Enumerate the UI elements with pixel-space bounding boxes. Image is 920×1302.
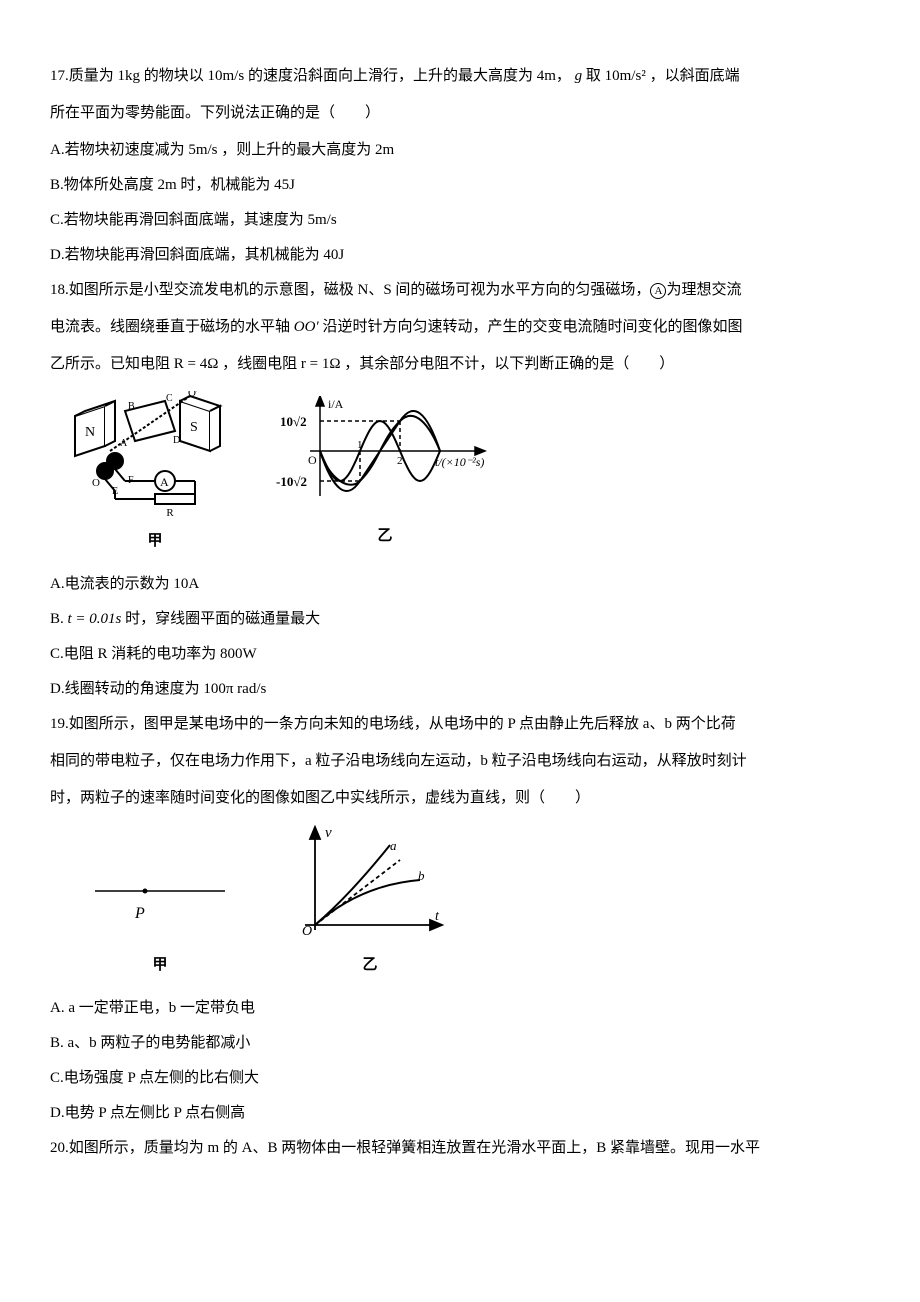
q18-figures: N S B C D A O′ O [70,391,870,558]
svg-text:B: B [128,401,135,412]
q18-axis: OO′ [294,319,319,335]
yaxis-label: i/A [328,397,344,411]
q18-fig2: i/A 10√2 -10√2 O 1 2 t/(×10⁻²s) 乙 [270,396,500,553]
q19-fig2: v t O a b 乙 [290,825,450,982]
svg-text:A: A [160,475,169,489]
q17-stem-line1: 17.质量为 1kg 的物块以 10m/s 的速度沿斜面向上滑行，上升的最大高度… [50,60,870,93]
ytick-top: 10√2 [280,414,307,429]
sine-chart: i/A 10√2 -10√2 O 1 2 t/(×10⁻²s) [270,396,500,516]
q18-text: 电流表。线圈绕垂直于磁场的水平轴 [50,319,290,335]
q18-text: 18.如图所示是小型交流发电机的示意图，磁极 N、S 间的磁场可视为水平方向的匀… [50,282,650,298]
xaxis-label: t [435,909,440,924]
q18-optB: B. t = 0.01s 时，穿线圈平面的磁通量最大 [50,603,870,636]
svg-text:O′: O′ [188,391,198,399]
q17-text: ，以斜面底端 [650,68,740,84]
optA-val: 5m/s [188,142,217,158]
xtick1: 1 [357,439,363,451]
q18-stem-line1: 18.如图所示是小型交流发电机的示意图，磁极 N、S 间的磁场可视为水平方向的匀… [50,274,870,307]
optB-text: B. [50,611,64,627]
svg-text:D: D [173,435,180,446]
origin: O [302,924,312,939]
q18-stem-line3: 乙所示。已知电阻 R = 4Ω ，线圈电阻 r = 1Ω ，其余部分电阻不计，以… [50,348,870,381]
svg-text:O: O [92,477,100,489]
q19-optC: C.电场强度 P 点左侧的比右侧大 [50,1062,870,1095]
optB-t: t = 0.01s [68,611,122,627]
q18-r: r = 1Ω [301,356,341,372]
generator-icon: N S B C D A O′ O [70,391,240,521]
q18-text: 沿逆时针方向匀速转动，产生的交变电流随时间变化的图像如图 [322,319,742,335]
q17-optB: B.物体所处高度 2m 时，机械能为 45J [50,169,870,202]
q20-stem-line1: 20.如图所示，质量均为 m 的 A、B 两物体由一根轻弹簧相连放置在光滑水平面… [50,1132,870,1165]
svg-text:R: R [166,507,174,519]
q19-stem-line1: 19.如图所示，图甲是某电场中的一条方向未知的电场线，从电场中的 P 点由静止先… [50,708,870,741]
q18-text: ，线圈电阻 [222,356,297,372]
optA-text: ，则上升的最大高度为 2m [221,142,394,158]
label-b: b [418,868,425,883]
q18-R: R = 4Ω [174,356,219,372]
q18-text: 乙所示。已知电阻 [50,356,170,372]
q19-figures: P 甲 v t O a b 乙 [90,825,870,982]
q18-optD: D.线圈转动的角速度为 100π rad/s [50,673,870,706]
q18-text: ，其余部分电阻不计，以下判断正确的是（ ） [344,356,674,372]
optB-text: 时，穿线圈平面的磁通量最大 [125,611,320,627]
q18-optA: A.电流表的示数为 10A [50,568,870,601]
q17-gval: 10m/s² [605,68,646,84]
q17-optC: C.若物块能再滑回斜面底端，其速度为 5m/s [50,204,870,237]
q19-optB: B. a、b 两粒子的电势能都减小 [50,1027,870,1060]
q18-text: 为理想交流 [666,282,741,298]
q18-optC: C.电阻 R 消耗的电功率为 800W [50,638,870,671]
q19-stem-line2: 相同的带电粒子，仅在电场力作用下，a 粒子沿电场线向左运动，b 粒子沿电场线向右… [50,745,870,778]
q19-fig1: P 甲 [90,866,230,982]
q17-optD: D.若物块能再滑回斜面底端，其机械能为 40J [50,239,870,272]
optA-text: A.若物块初速度减为 [50,142,185,158]
vt-chart: v t O a b [290,825,450,945]
q17-text: 17.质量为 1kg 的物块以 [50,68,204,84]
q18-stem-line2: 电流表。线圈绕垂直于磁场的水平轴 OO′ 沿逆时针方向匀速转动，产生的交变电流随… [50,311,870,344]
xtick2: 2 [397,455,403,467]
q17-stem-line2: 所在平面为零势能面。下列说法正确的是（ ） [50,97,870,130]
q17-text: 的速度沿斜面向上滑行，上升的最大高度为 4m， [248,68,571,84]
q19-stem-line3: 时，两粒子的速率随时间变化的图像如图乙中实线所示，虚线为直线，则（ ） [50,782,870,815]
q19-fig1-caption: 甲 [90,949,230,982]
svg-text:N: N [85,425,95,440]
q19-fig2-caption: 乙 [290,949,450,982]
label-a: a [390,838,397,853]
optD-text: D.线圈转动的角速度为 [50,681,200,697]
optC-val: 5m/s [308,212,337,228]
svg-text:C: C [166,393,173,404]
q17-g: g [575,68,583,84]
optD-w: 100π rad/s [203,681,266,697]
q17-text: 取 [586,68,601,84]
yaxis-label: v [325,825,332,841]
q18-fig2-caption: 乙 [270,520,500,553]
q19-optA: A. a 一定带正电，b 一定带负电 [50,992,870,1025]
origin: O [308,453,317,467]
q18-fig1: N S B C D A O′ O [70,391,240,558]
q17-optA: A.若物块初速度减为 5m/s ，则上升的最大高度为 2m [50,134,870,167]
q17-speed1: 10m/s [208,68,245,84]
svg-text:S: S [190,420,198,435]
optC-text: C.若物块能再滑回斜面底端，其速度为 [50,212,304,228]
ytick-bot: -10√2 [276,474,307,489]
xaxis-label: t/(×10⁻²s) [435,455,484,469]
P-label: P [90,896,230,931]
q18-fig1-caption: 甲 [70,525,240,558]
ammeter-icon: A [650,283,666,299]
q19-optD: D.电势 P 点左侧比 P 点右侧高 [50,1097,870,1130]
